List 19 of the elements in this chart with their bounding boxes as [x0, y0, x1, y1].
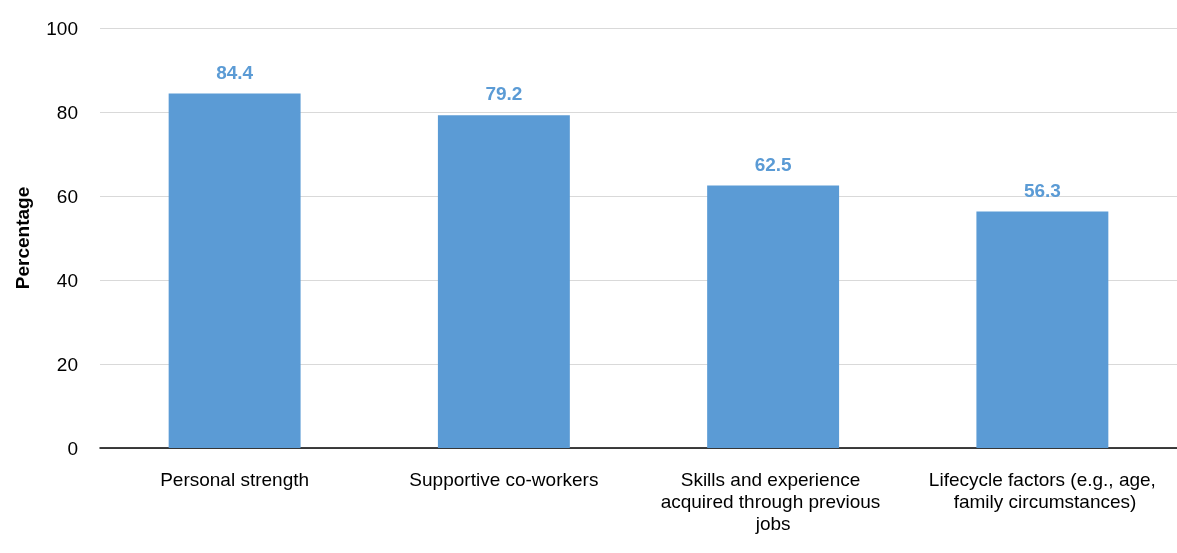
y-axis-title: Percentage	[12, 186, 33, 290]
x-tick-label: Supportive co-workers	[409, 468, 599, 490]
y-tick-label: 20	[56, 353, 78, 375]
y-tick-label: 80	[56, 101, 78, 123]
bar	[707, 185, 840, 448]
y-tick-label: 100	[46, 17, 78, 39]
x-tick-label: Lifecycle factors (e.g., age, family circumstances)	[928, 468, 1156, 512]
data-label: 84.4	[216, 61, 254, 83]
x-tick-label: Personal strength	[160, 468, 310, 490]
bar	[976, 211, 1109, 448]
data-label: 56.3	[1023, 179, 1061, 201]
x-tick-label: Skills and experience acquired through previous jobs	[660, 468, 886, 534]
y-tick-label: 40	[56, 269, 78, 291]
bar	[437, 115, 570, 448]
y-tick-label: 60	[56, 185, 78, 207]
data-label: 79.2	[485, 83, 523, 105]
y-tick-label: 0	[67, 437, 78, 459]
data-label: 62.5	[754, 153, 793, 175]
bar	[168, 93, 301, 448]
